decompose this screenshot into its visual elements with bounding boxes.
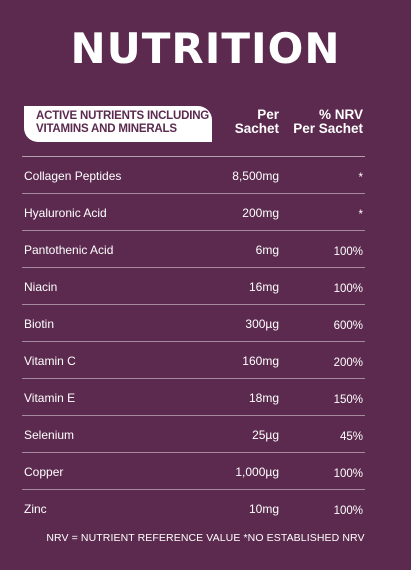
nutrient-name: Pantothenic Acid <box>24 243 114 257</box>
nrv-value: 100% <box>333 283 363 295</box>
nrv-value: 100% <box>333 468 363 480</box>
nrv-value: 100% <box>333 505 363 517</box>
per-sachet-header-line1: Per <box>257 107 279 122</box>
nrv-value: 600% <box>333 320 363 332</box>
per-sachet-value: 200mg <box>242 206 279 220</box>
nutrient-name: Biotin <box>24 317 55 331</box>
nrv-value: 100% <box>333 246 363 258</box>
section-badge: ACTIVE NUTRIENTS INCLUDING VITAMINS AND … <box>24 106 212 142</box>
table-row: Vitamin C 160mg 200% <box>22 342 365 379</box>
nutrient-name: Vitamin C <box>24 354 76 368</box>
section-badge-line2: VITAMINS AND MINERALS <box>36 123 177 135</box>
nutrient-name: Collagen Peptides <box>24 169 122 183</box>
per-sachet-header: Per Sachet <box>235 108 279 136</box>
per-sachet-value: 16mg <box>248 280 279 294</box>
nutrient-name: Niacin <box>24 280 58 294</box>
footnote: NRV = NUTRIENT REFERENCE VALUE *NO ESTAB… <box>46 532 365 544</box>
per-sachet-header-line2: Sachet <box>234 121 279 136</box>
table-row: Copper 1,000µg 100% <box>22 453 365 490</box>
table-body: Collagen Peptides 8,500mg * Hyaluronic A… <box>22 156 365 526</box>
table-row: Biotin 300µg 600% <box>22 305 365 342</box>
per-sachet-value: 6mg <box>255 243 279 257</box>
table-row: Niacin 16mg 100% <box>22 268 365 305</box>
table-row: Hyaluronic Acid 200mg * <box>22 194 365 231</box>
table-row: Zinc 10mg 100% <box>22 490 365 526</box>
per-sachet-value: 160mg <box>242 354 279 368</box>
nrv-value: * <box>358 172 363 184</box>
nutrient-name: Hyaluronic Acid <box>24 206 107 220</box>
section-badge-line1: ACTIVE NUTRIENTS INCLUDING <box>36 110 210 122</box>
per-sachet-value: 1,000µg <box>235 465 279 479</box>
per-sachet-value: 18mg <box>248 391 279 405</box>
table-row: Selenium 25µg 45% <box>22 416 365 453</box>
nrv-header-line2: Per Sachet <box>293 121 363 136</box>
table-row: Collagen Peptides 8,500mg * <box>22 157 365 194</box>
nutrition-table: ACTIVE NUTRIENTS INCLUDING VITAMINS AND … <box>22 100 365 526</box>
per-sachet-value: 300µg <box>245 317 279 331</box>
per-sachet-value: 8,500mg <box>232 169 279 183</box>
nrv-header: % NRV Per Sachet <box>293 108 363 136</box>
table-row: Vitamin E 18mg 150% <box>22 379 365 416</box>
page-title: NUTRITION <box>70 24 341 73</box>
nrv-value: * <box>358 209 363 221</box>
per-sachet-value: 25µg <box>252 428 279 442</box>
nrv-value: 45% <box>339 431 363 443</box>
table-row: Pantothenic Acid 6mg 100% <box>22 231 365 268</box>
nutrient-name: Selenium <box>24 428 75 442</box>
nrv-value: 150% <box>333 394 363 406</box>
per-sachet-value: 10mg <box>248 502 279 516</box>
nutrient-name: Zinc <box>24 502 47 516</box>
table-header: ACTIVE NUTRIENTS INCLUDING VITAMINS AND … <box>22 100 365 150</box>
nrv-header-line1: % NRV <box>318 107 363 122</box>
nrv-value: 200% <box>333 357 363 369</box>
nutrient-name: Vitamin E <box>24 391 76 405</box>
nutrient-name: Copper <box>24 465 64 479</box>
